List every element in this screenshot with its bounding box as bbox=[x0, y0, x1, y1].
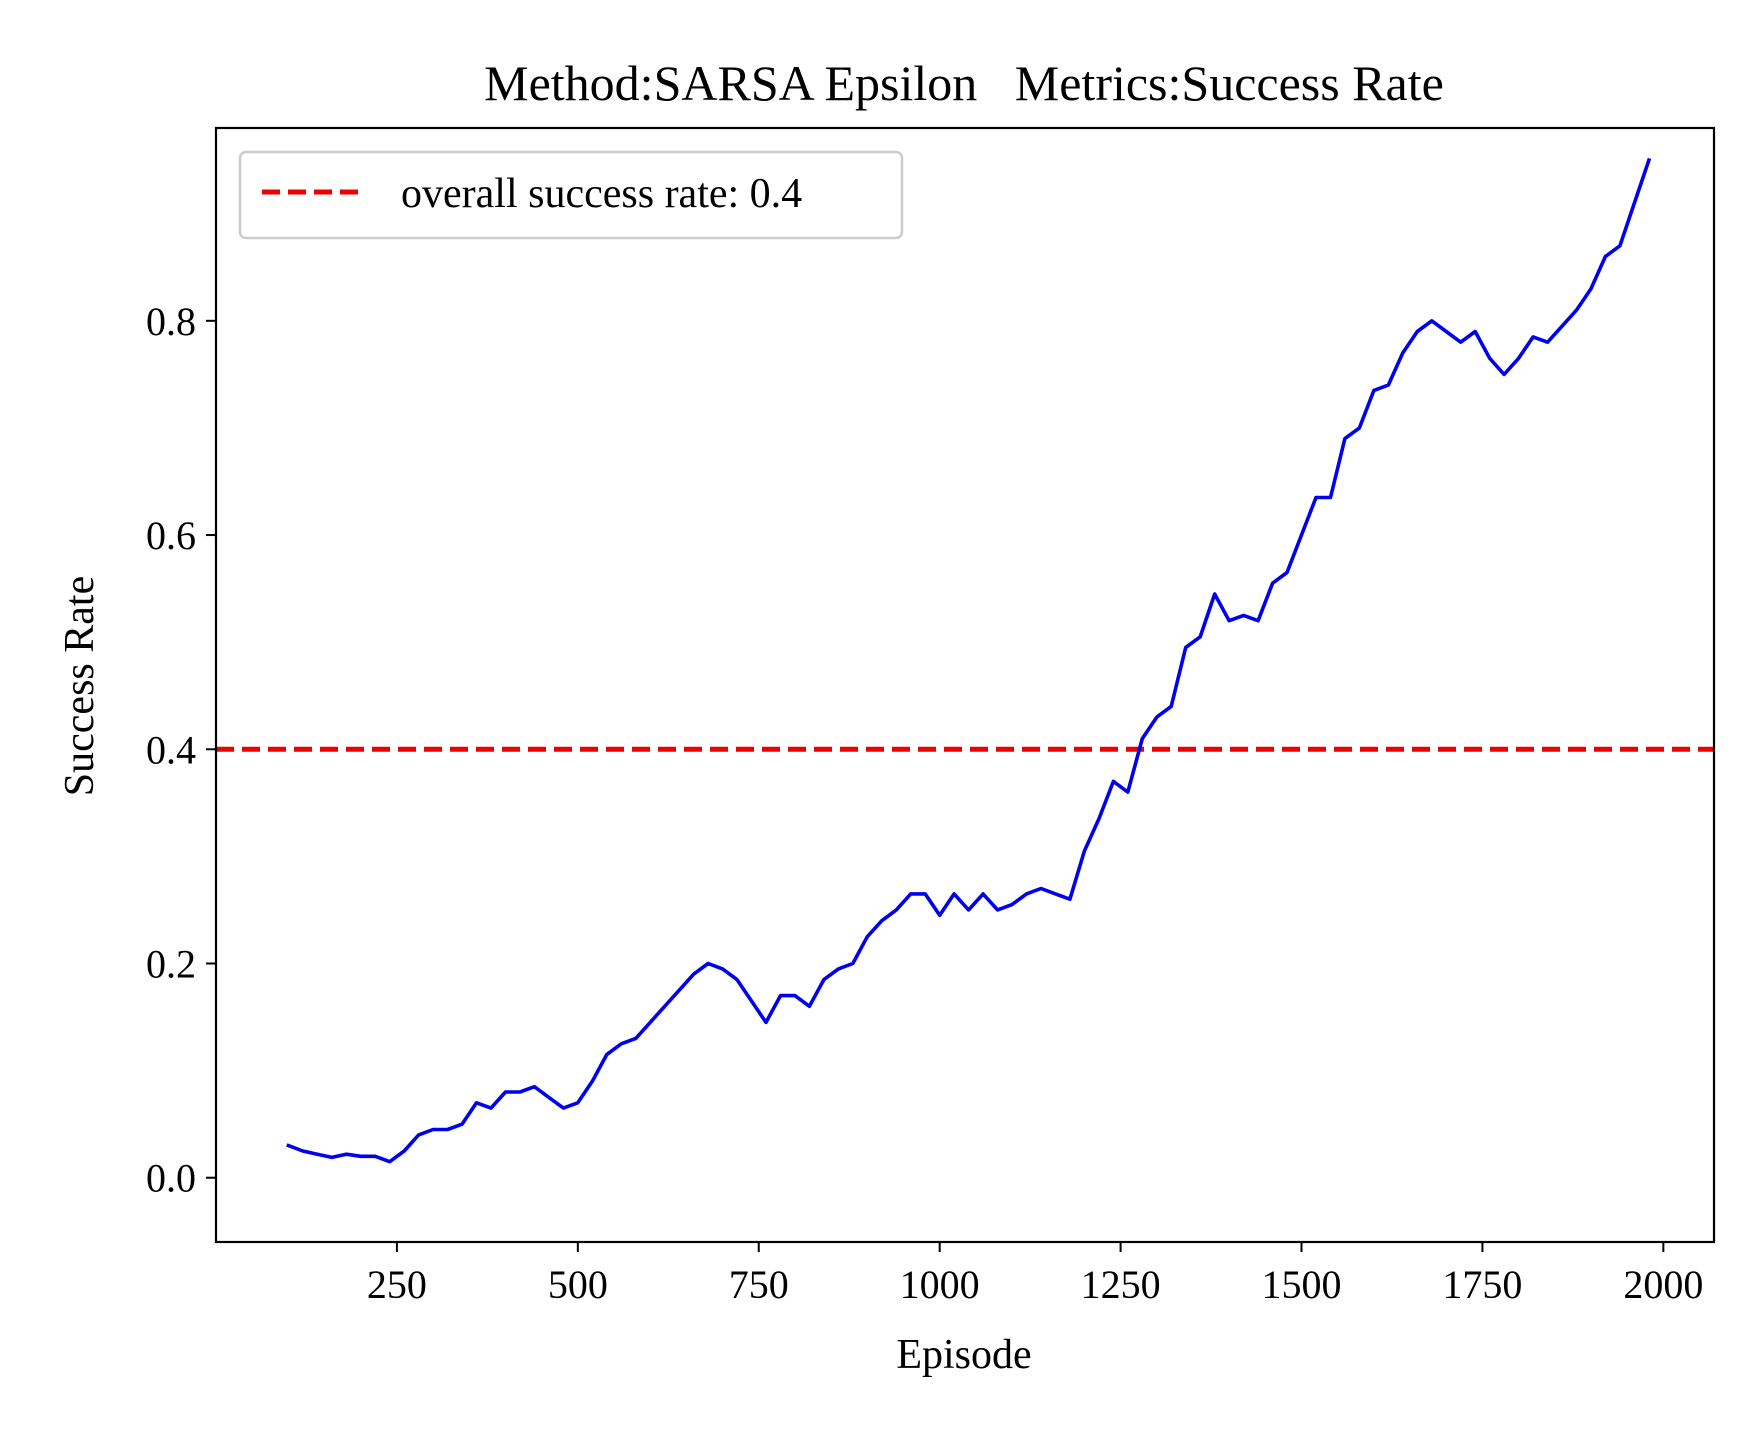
plot-frame bbox=[214, 126, 1716, 1244]
x-tick-label: 250 bbox=[367, 1262, 427, 1307]
y-tick-label: 0.0 bbox=[146, 1156, 196, 1201]
x-tick-label: 750 bbox=[729, 1262, 789, 1307]
series-line-0 bbox=[286, 157, 1652, 1164]
y-axis-label: Success Rate bbox=[57, 576, 103, 796]
plot-background bbox=[216, 128, 1714, 1242]
y-tick-label: 0.8 bbox=[146, 299, 196, 344]
legend-box bbox=[238, 150, 904, 240]
y-tick-label: 0.6 bbox=[146, 513, 196, 558]
axes-group: 250 500 750 1000 1250 1500 1750 2000 0.0 0.2 0.4 0.… bbox=[146, 126, 1716, 1307]
series-group bbox=[286, 157, 1652, 1164]
y-tick-label: 0.4 bbox=[146, 727, 196, 772]
y-tick-label: 0.2 bbox=[146, 942, 196, 987]
chart-title: Method:SARSA Epsilon Metrics:Success Rat… bbox=[484, 55, 1444, 111]
x-tick-label: 1500 bbox=[1262, 1262, 1342, 1307]
x-tick-label: 1250 bbox=[1081, 1262, 1161, 1307]
plot-area bbox=[216, 128, 1714, 1242]
legend: overall success rate: 0.4 bbox=[238, 150, 904, 240]
x-tick-label: 2000 bbox=[1623, 1262, 1703, 1307]
x-tick-label: 1750 bbox=[1442, 1262, 1522, 1307]
x-axis-label: Episode bbox=[896, 1332, 1031, 1378]
legend-label-reference-line: overall success rate: 0.4 bbox=[401, 171, 802, 217]
x-tick-label: 500 bbox=[548, 1262, 608, 1307]
x-tick-label: 1000 bbox=[900, 1262, 980, 1307]
